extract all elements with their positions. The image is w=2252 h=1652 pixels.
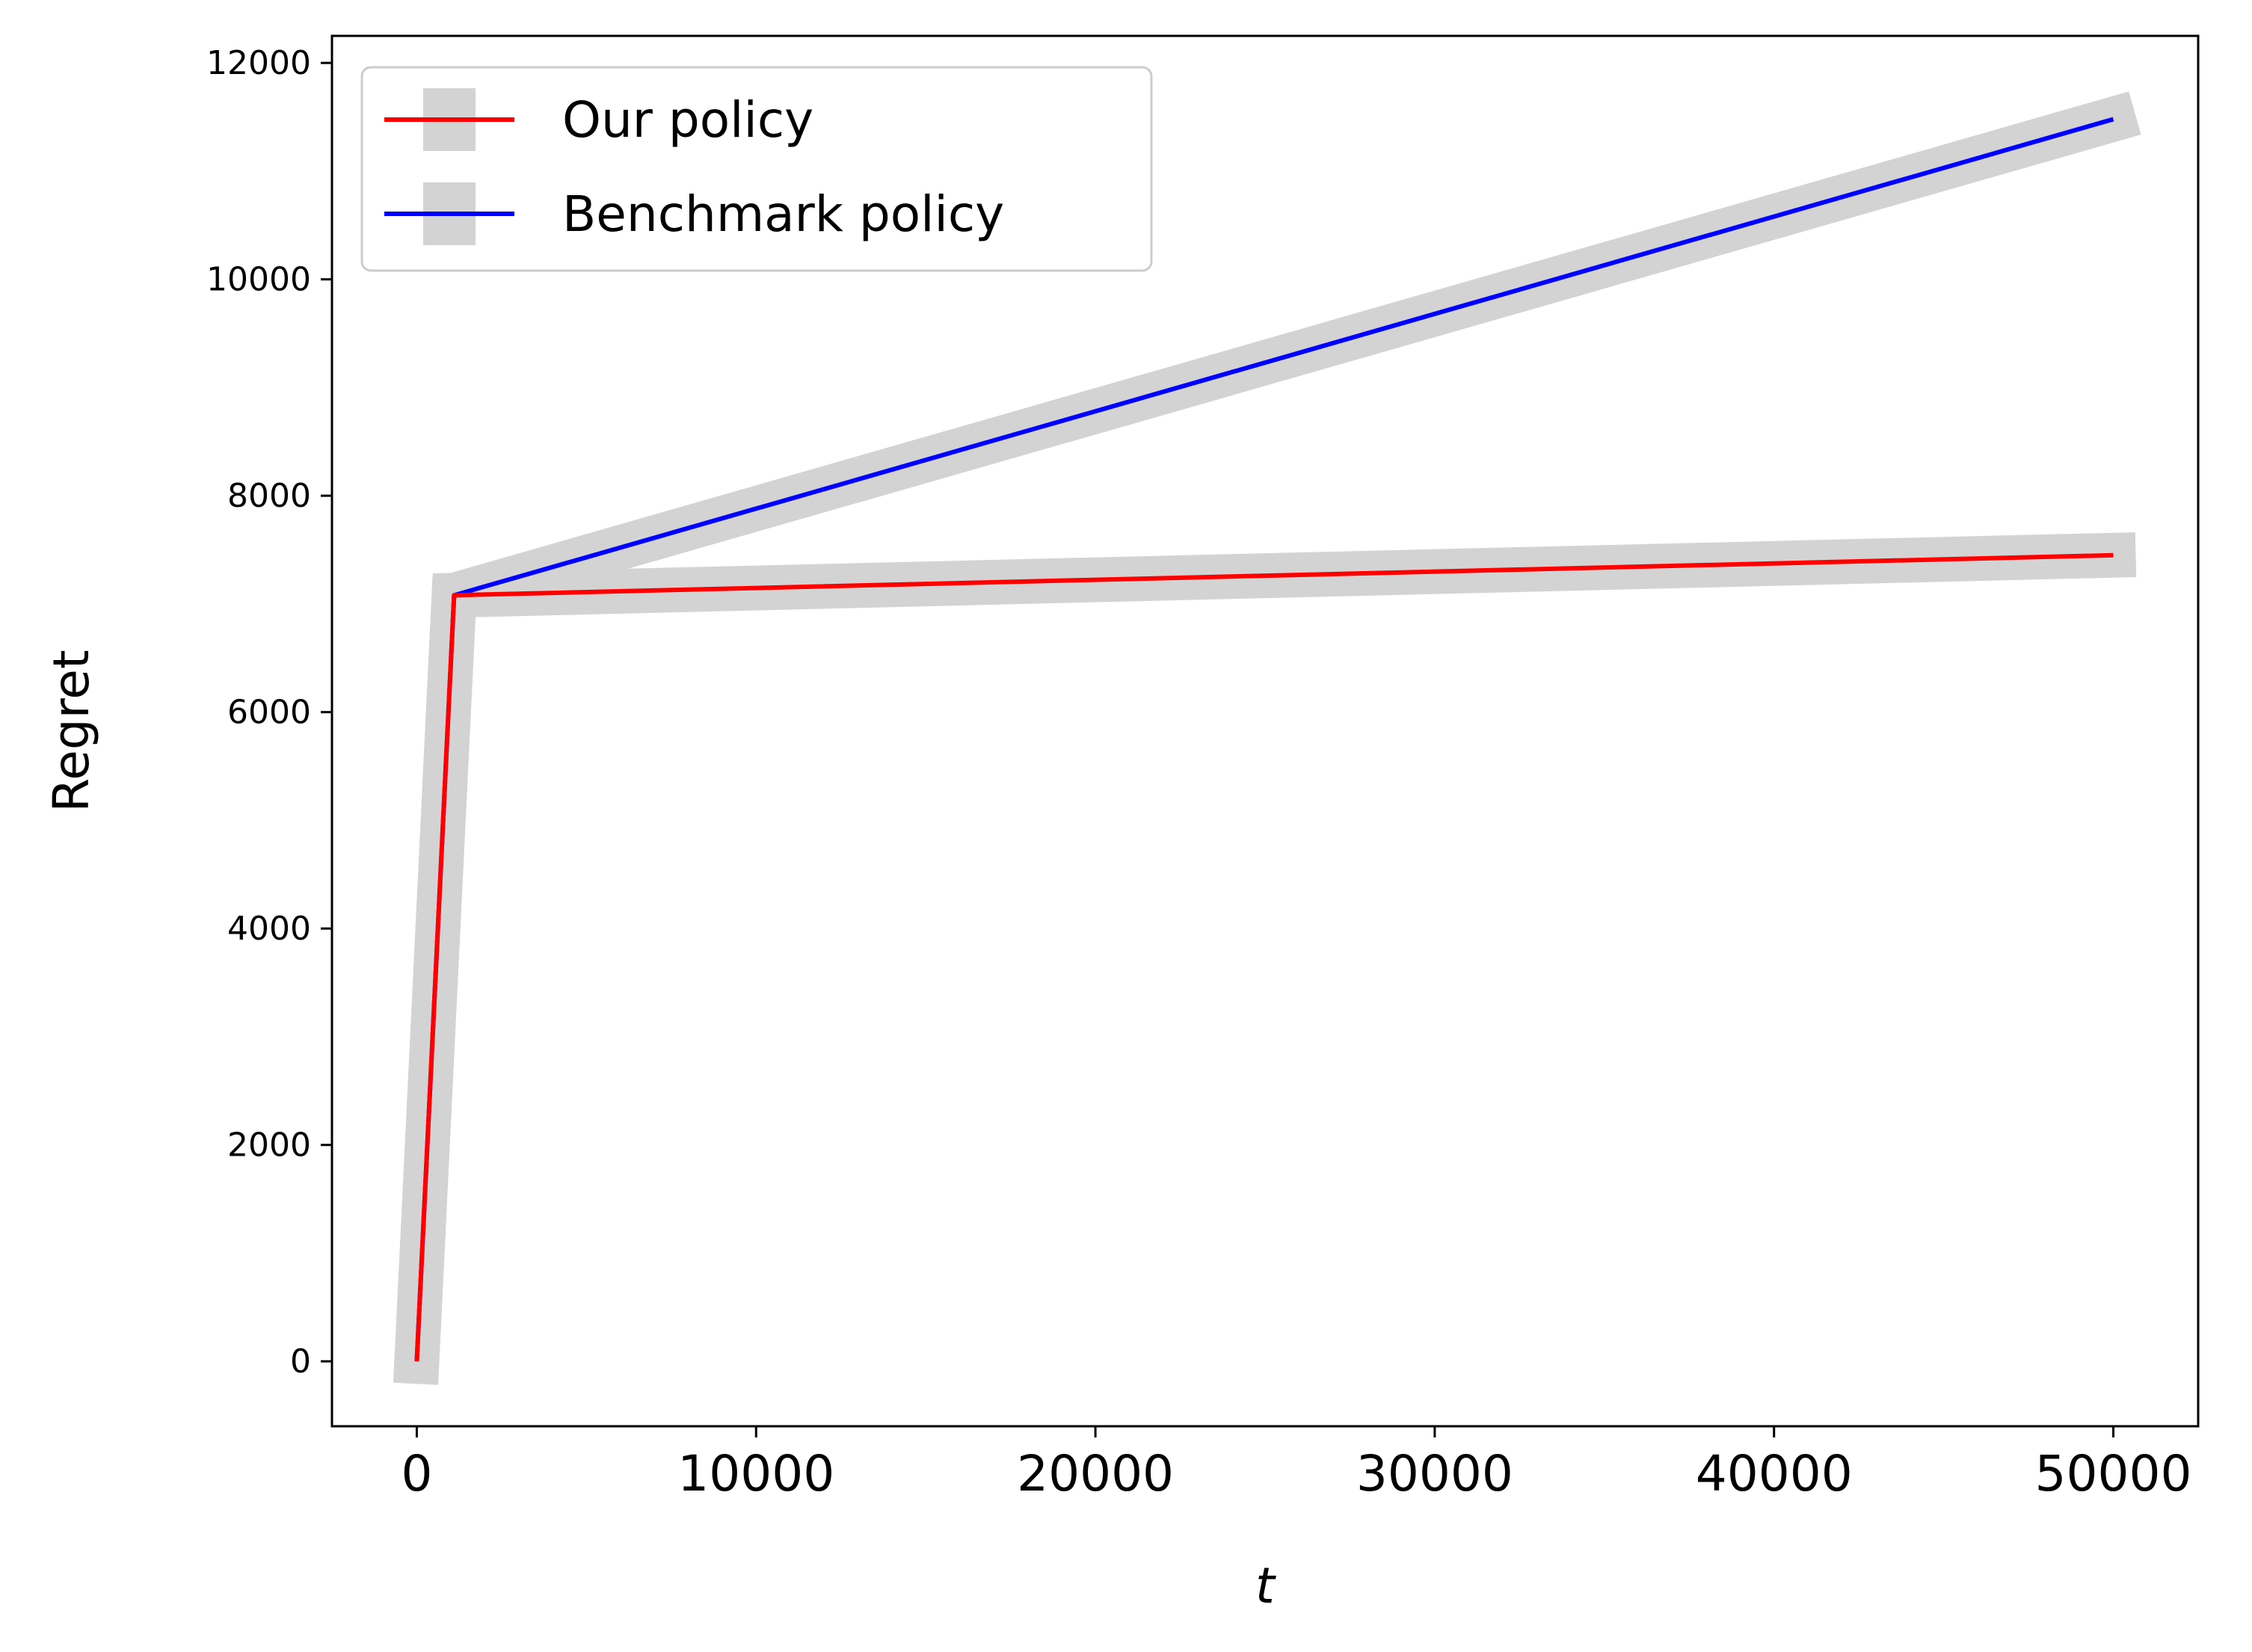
x-tick-label: 0 — [401, 1445, 432, 1502]
x-tick-label: 50000 — [2035, 1445, 2192, 1502]
y-axis-label: Regret — [43, 650, 100, 813]
y-tick-label: 4000 — [227, 910, 311, 948]
legend-box — [360, 66, 1153, 272]
x-tick-label: 40000 — [1696, 1445, 1853, 1502]
x-axis-label: t — [1255, 1557, 1276, 1615]
x-tick-label: 30000 — [1356, 1445, 1513, 1502]
legend-label: Benchmark policy — [562, 185, 1004, 243]
series-lines — [414, 117, 2114, 1362]
y-axis-ticks: 0 2000 4000 6000 8000 10000 12000 — [206, 44, 332, 1381]
x-tick-label: 20000 — [1017, 1445, 1174, 1502]
x-tick-label: 10000 — [677, 1445, 834, 1502]
y-tick-label: 8000 — [227, 477, 311, 515]
y-tick-label: 2000 — [227, 1126, 311, 1165]
series-line-our-policy — [414, 552, 2114, 1362]
legend: Our policy Benchmark policy — [360, 66, 1153, 272]
legend-label: Our policy — [562, 91, 813, 149]
axes-frame — [330, 34, 2200, 1428]
y-tick-label: 6000 — [227, 694, 311, 732]
y-tick-label: 0 — [290, 1343, 311, 1381]
y-tick-label: 10000 — [206, 261, 311, 299]
y-tick-label: 12000 — [206, 44, 311, 82]
x-axis-ticks: 0 10000 20000 30000 40000 50000 — [401, 1426, 2192, 1502]
